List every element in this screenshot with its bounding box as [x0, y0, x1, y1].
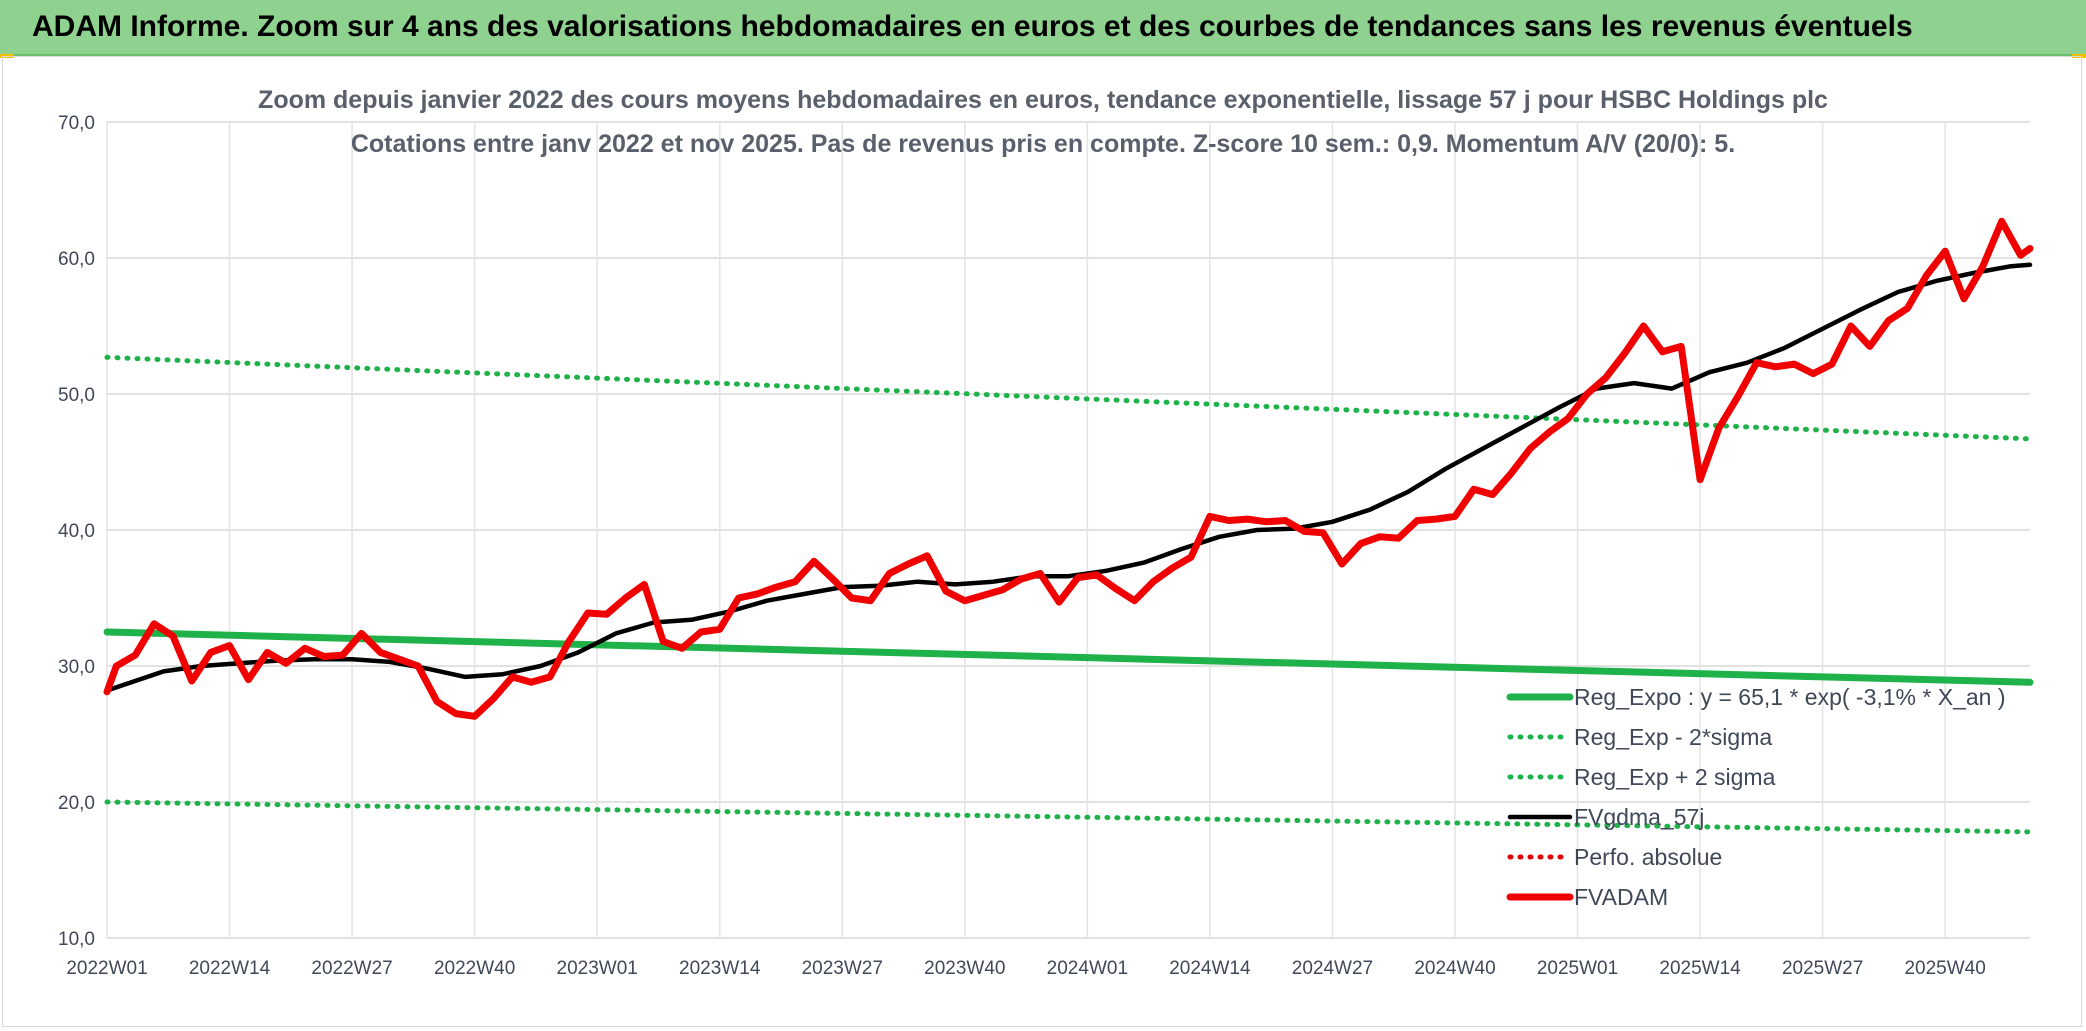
x-tick-label: 2022W14: [189, 958, 271, 979]
lower-band-line: [104, 799, 2033, 835]
legend-label: FVgdma_57j: [1574, 804, 1704, 830]
legend-absolute-performance: Perfo. absolue: [1507, 844, 1722, 870]
legend-lower-band: Reg_Exp - 2*sigma: [1507, 724, 1772, 750]
legend-label: FVADAM: [1574, 884, 1668, 910]
y-tick-label: 20,0: [58, 793, 95, 814]
chart-legend: Reg_Expo : y = 65,1 * exp( -3,1% * X_an …: [1506, 684, 2006, 910]
legend-fvadam: FVADAM: [1506, 884, 1668, 910]
x-tick-label: 2025W01: [1537, 958, 1618, 979]
chart-frame: [2, 56, 2082, 1027]
x-tick-label: 2022W01: [66, 958, 147, 979]
axis-ticks: 10,0 20,0 30,0 40,0 50,0 60,0 70,0 2022W01 2022W…: [58, 113, 1986, 979]
y-tick-label: 30,0: [58, 657, 95, 678]
legend-label: Perfo. absolue: [1574, 844, 1722, 870]
upper-band-line: [104, 354, 2033, 442]
chart-subtitle: Cotations entre janv 2022 et nov 2025. P…: [351, 130, 1735, 158]
x-tick-label: 2024W40: [1414, 958, 1495, 979]
y-tick-label: 50,0: [58, 385, 95, 406]
report-title: ADAM Informe. Zoom sur 4 ans des valoris…: [32, 10, 1913, 43]
x-tick-label: 2025W40: [1904, 958, 1985, 979]
legend-label: Reg_Exp + 2 sigma: [1574, 764, 1776, 790]
moving-average-line: [104, 262, 2033, 693]
x-tick-label: 2022W40: [434, 958, 515, 979]
chart-grid: [106, 121, 2030, 939]
x-tick-label: 2023W27: [802, 958, 883, 979]
y-tick-label: 10,0: [58, 929, 95, 950]
x-tick-label: 2022W27: [311, 958, 392, 979]
legend-moving-average: FVgdma_57j: [1507, 804, 1704, 830]
x-tick-label: 2025W14: [1659, 958, 1741, 979]
legend-regression: Reg_Expo : y = 65,1 * exp( -3,1% * X_an …: [1506, 684, 2006, 710]
x-tick-label: 2024W14: [1169, 958, 1251, 979]
x-tick-label: 2023W01: [557, 958, 638, 979]
x-tick-label: 2024W27: [1292, 958, 1373, 979]
legend-upper-band: Reg_Exp + 2 sigma: [1507, 764, 1776, 790]
chart-title: Zoom depuis janvier 2022 des cours moyen…: [258, 86, 1828, 114]
fvadam-price-line: [103, 217, 2034, 720]
y-tick-label: 60,0: [58, 249, 95, 270]
regression-line: [103, 628, 2034, 686]
x-tick-label: 2024W01: [1047, 958, 1128, 979]
report-banner: ADAM Informe. Zoom sur 4 ans des valoris…: [0, 0, 2086, 56]
x-tick-label: 2025W27: [1782, 958, 1863, 979]
y-tick-label: 40,0: [58, 521, 95, 542]
chart-series: [103, 217, 2034, 835]
legend-label: Reg_Exp - 2*sigma: [1574, 724, 1772, 750]
x-tick-label: 2023W40: [924, 958, 1005, 979]
legend-label: Reg_Expo : y = 65,1 * exp( -3,1% * X_an …: [1574, 684, 2006, 710]
x-tick-label: 2023W14: [679, 958, 761, 979]
y-tick-label: 70,0: [58, 113, 95, 134]
